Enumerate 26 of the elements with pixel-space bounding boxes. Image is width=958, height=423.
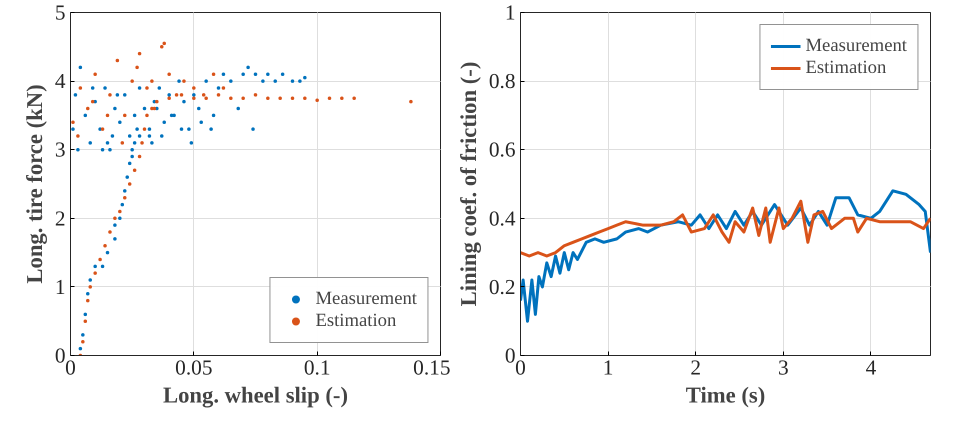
x-axis-title: Time (s) <box>686 382 766 408</box>
y-tick-label: 0.6 <box>488 138 516 162</box>
x-axis-title: Long. wheel slip (-) <box>162 382 348 408</box>
y-tick-label: 0.8 <box>488 69 516 94</box>
x-tick-label: 1 <box>602 356 614 380</box>
x-tick-label: 4 <box>866 356 877 380</box>
y-tick-label: 0.2 <box>488 274 516 299</box>
y-axis-title: Long. tire force (kN) <box>22 84 47 284</box>
y-tick-label: 0.4 <box>488 206 516 230</box>
line-series <box>520 200 930 258</box>
legend-label: Estimation <box>315 310 396 332</box>
y-axis-title: Lining coef. of friction (-) <box>456 62 481 306</box>
y-tick-label: 5 <box>54 0 66 24</box>
y-tick-label: 4 <box>54 69 66 94</box>
y-tick-label: 1 <box>54 274 66 299</box>
x-tick-label: 0.15 <box>413 356 451 380</box>
x-tick-label: 0.1 <box>304 356 331 380</box>
x-tick-label: 0.05 <box>175 356 212 380</box>
legend-label: Measurement <box>805 35 907 57</box>
legend-label: Estimation <box>805 57 886 79</box>
y-tick-label: 1 <box>504 0 516 24</box>
x-tick-label: 2 <box>690 356 702 380</box>
legend-label: Measurement <box>315 288 417 310</box>
y-tick-label: 3 <box>54 138 66 162</box>
y-tick-label: 2 <box>54 206 66 230</box>
x-tick-label: 3 <box>778 356 789 380</box>
